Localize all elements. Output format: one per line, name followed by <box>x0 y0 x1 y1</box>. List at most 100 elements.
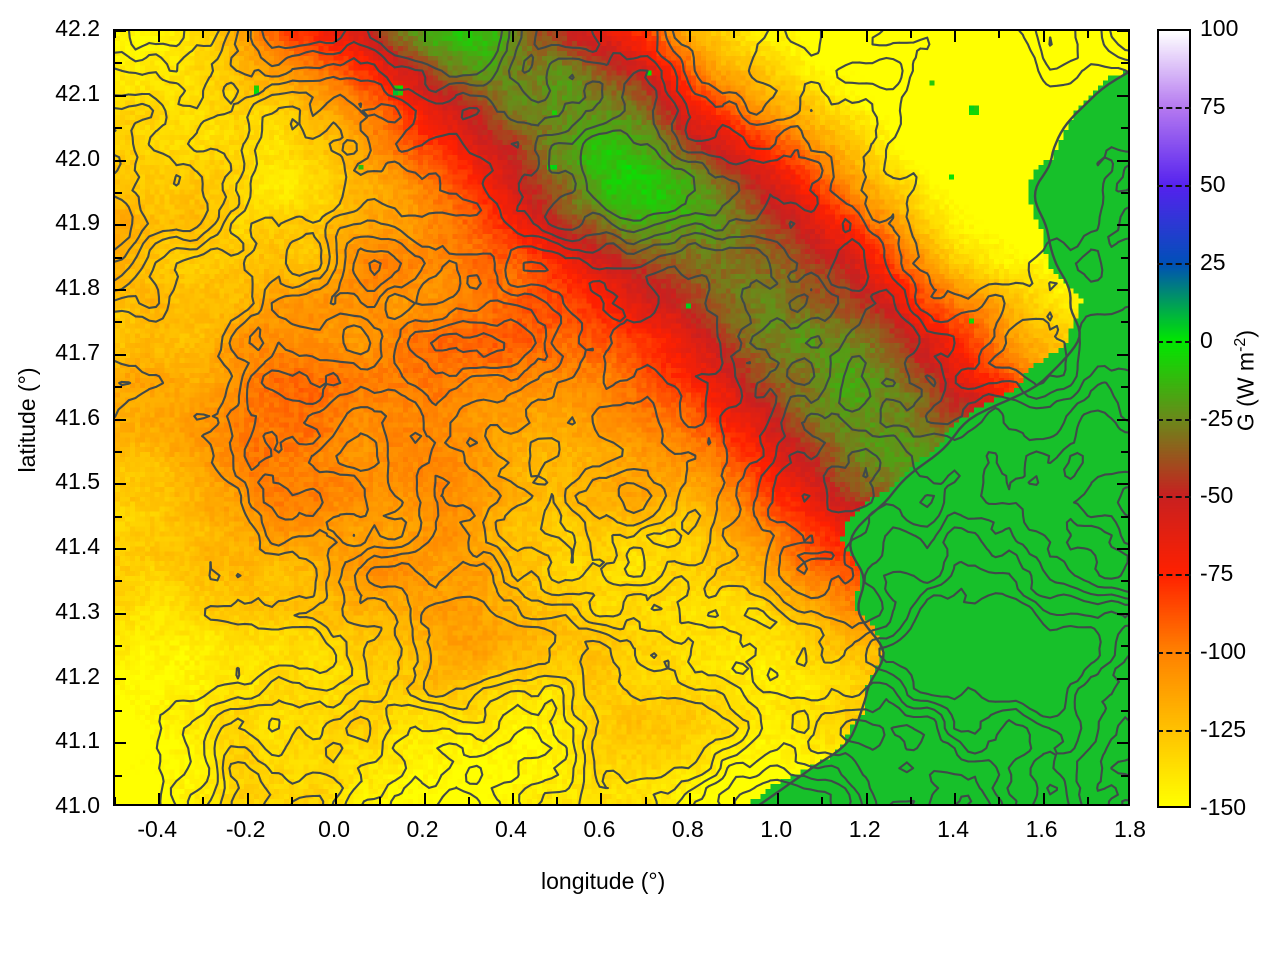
y-minor-tick <box>1121 191 1128 194</box>
heatmap-plot-area[interactable] <box>113 29 1130 806</box>
colorbar-tick-mark <box>1157 340 1191 343</box>
y-tick-mark <box>1117 677 1128 680</box>
colorbar-tick-mark <box>1157 262 1191 265</box>
colorbar-tick-mark <box>1157 418 1191 421</box>
y-minor-tick <box>1121 774 1128 777</box>
colorbar-title-main: G (W m <box>1232 351 1259 432</box>
x-minor-tick <box>379 31 382 38</box>
x-minor-tick <box>290 31 293 38</box>
x-tick-mark <box>335 793 338 804</box>
x-minor-tick <box>379 797 382 804</box>
grid-line-horizontal <box>115 549 1128 550</box>
grid-line-horizontal <box>115 613 1128 615</box>
x-minor-tick <box>115 797 116 804</box>
x-minor-tick <box>556 31 559 38</box>
contour-lines <box>115 31 1128 804</box>
colorbar-tick-mark <box>1157 652 1191 655</box>
x-axis-tick-label: 0.8 <box>671 816 704 842</box>
y-minor-tick <box>115 321 122 324</box>
grid-line-vertical <box>601 31 603 804</box>
x-tick-mark <box>954 793 957 804</box>
grid-line-vertical <box>955 31 957 804</box>
x-minor-tick <box>467 797 470 804</box>
y-minor-tick <box>115 709 122 712</box>
y-minor-tick <box>115 386 122 389</box>
x-minor-tick <box>733 31 736 38</box>
grid-line-horizontal <box>115 160 1128 162</box>
colorbar-title-exponent: -2 <box>1232 337 1249 352</box>
y-tick-mark <box>1117 418 1128 421</box>
y-minor-tick <box>1121 127 1128 130</box>
x-axis-tick-label: 0.0 <box>318 816 351 842</box>
x-minor-tick <box>644 797 647 804</box>
y-minor-tick <box>1121 709 1128 712</box>
y-tick-mark <box>1117 353 1128 356</box>
grid-line-vertical <box>336 31 338 804</box>
x-tick-mark <box>1042 793 1045 804</box>
x-axis-title: longitude (°) <box>541 868 666 894</box>
y-minor-tick <box>115 515 122 518</box>
x-minor-tick <box>1086 31 1089 38</box>
grid-line-vertical <box>159 31 161 804</box>
x-minor-tick <box>115 31 116 38</box>
y-minor-tick <box>115 450 122 453</box>
x-minor-tick <box>202 31 205 38</box>
x-tick-mark <box>865 793 868 804</box>
x-tick-mark <box>777 793 780 804</box>
grid-line-horizontal <box>115 743 1128 745</box>
y-axis-tick-label: 42.0 <box>55 144 100 171</box>
y-minor-tick <box>115 62 122 65</box>
colorbar-tick-label: -75 <box>1200 560 1234 587</box>
x-tick-mark <box>688 793 691 804</box>
x-axis-tick-label: 0.6 <box>583 816 616 842</box>
x-axis-tick-label: -0.4 <box>137 816 178 842</box>
colorbar-tick-label: 50 <box>1200 170 1226 197</box>
x-minor-tick <box>998 797 1001 804</box>
colorbar-tick-label: 100 <box>1200 15 1239 41</box>
y-tick-mark <box>1117 224 1128 227</box>
y-tick-mark <box>115 677 126 680</box>
y-axis-tick-label: 41.8 <box>55 274 100 300</box>
x-tick-mark <box>777 31 780 42</box>
y-minor-tick <box>1121 321 1128 324</box>
x-axis-tick-label: 1.4 <box>937 816 970 842</box>
x-axis-tick-label: 0.4 <box>494 816 527 842</box>
y-minor-tick <box>1121 62 1128 65</box>
x-tick-mark <box>1042 31 1045 42</box>
y-axis-title: latitude (°) <box>14 367 40 473</box>
y-tick-mark <box>1117 742 1128 745</box>
y-tick-mark <box>1117 289 1128 291</box>
colorbar-tick-label: 25 <box>1200 248 1226 275</box>
y-tick-mark <box>1117 159 1128 162</box>
x-axis-tick-label: 1.8 <box>1114 816 1146 842</box>
x-minor-tick <box>202 797 205 804</box>
colorbar-tick-label: -50 <box>1200 482 1234 509</box>
x-tick-mark <box>423 31 426 42</box>
y-minor-tick <box>115 774 122 777</box>
y-tick-mark <box>115 353 126 356</box>
colorbar-tick-label: 0 <box>1200 326 1213 353</box>
x-tick-mark <box>600 793 603 804</box>
x-tick-mark <box>511 793 514 804</box>
x-tick-mark <box>954 31 957 42</box>
x-tick-mark <box>246 31 249 42</box>
x-axis-tick-label: 1.0 <box>760 816 793 842</box>
x-minor-tick <box>909 31 912 38</box>
y-minor-tick <box>115 191 122 194</box>
x-minor-tick <box>290 797 293 804</box>
y-minor-tick <box>115 127 122 130</box>
grid-line-horizontal <box>115 419 1128 421</box>
y-tick-mark <box>115 742 126 745</box>
grid-line-horizontal <box>115 95 1128 97</box>
x-axis-tick-label: 1.2 <box>848 816 881 842</box>
x-minor-tick <box>909 797 912 804</box>
colorbar-tick-label: -150 <box>1200 794 1247 820</box>
x-minor-tick <box>1086 797 1089 804</box>
y-minor-tick <box>1121 256 1128 259</box>
grid-line-horizontal <box>115 225 1128 227</box>
grid-line-vertical <box>512 31 514 804</box>
y-axis-tick-label: 41.0 <box>55 792 100 818</box>
colorbar-tick-mark <box>1157 496 1191 499</box>
x-tick-mark <box>865 31 868 42</box>
